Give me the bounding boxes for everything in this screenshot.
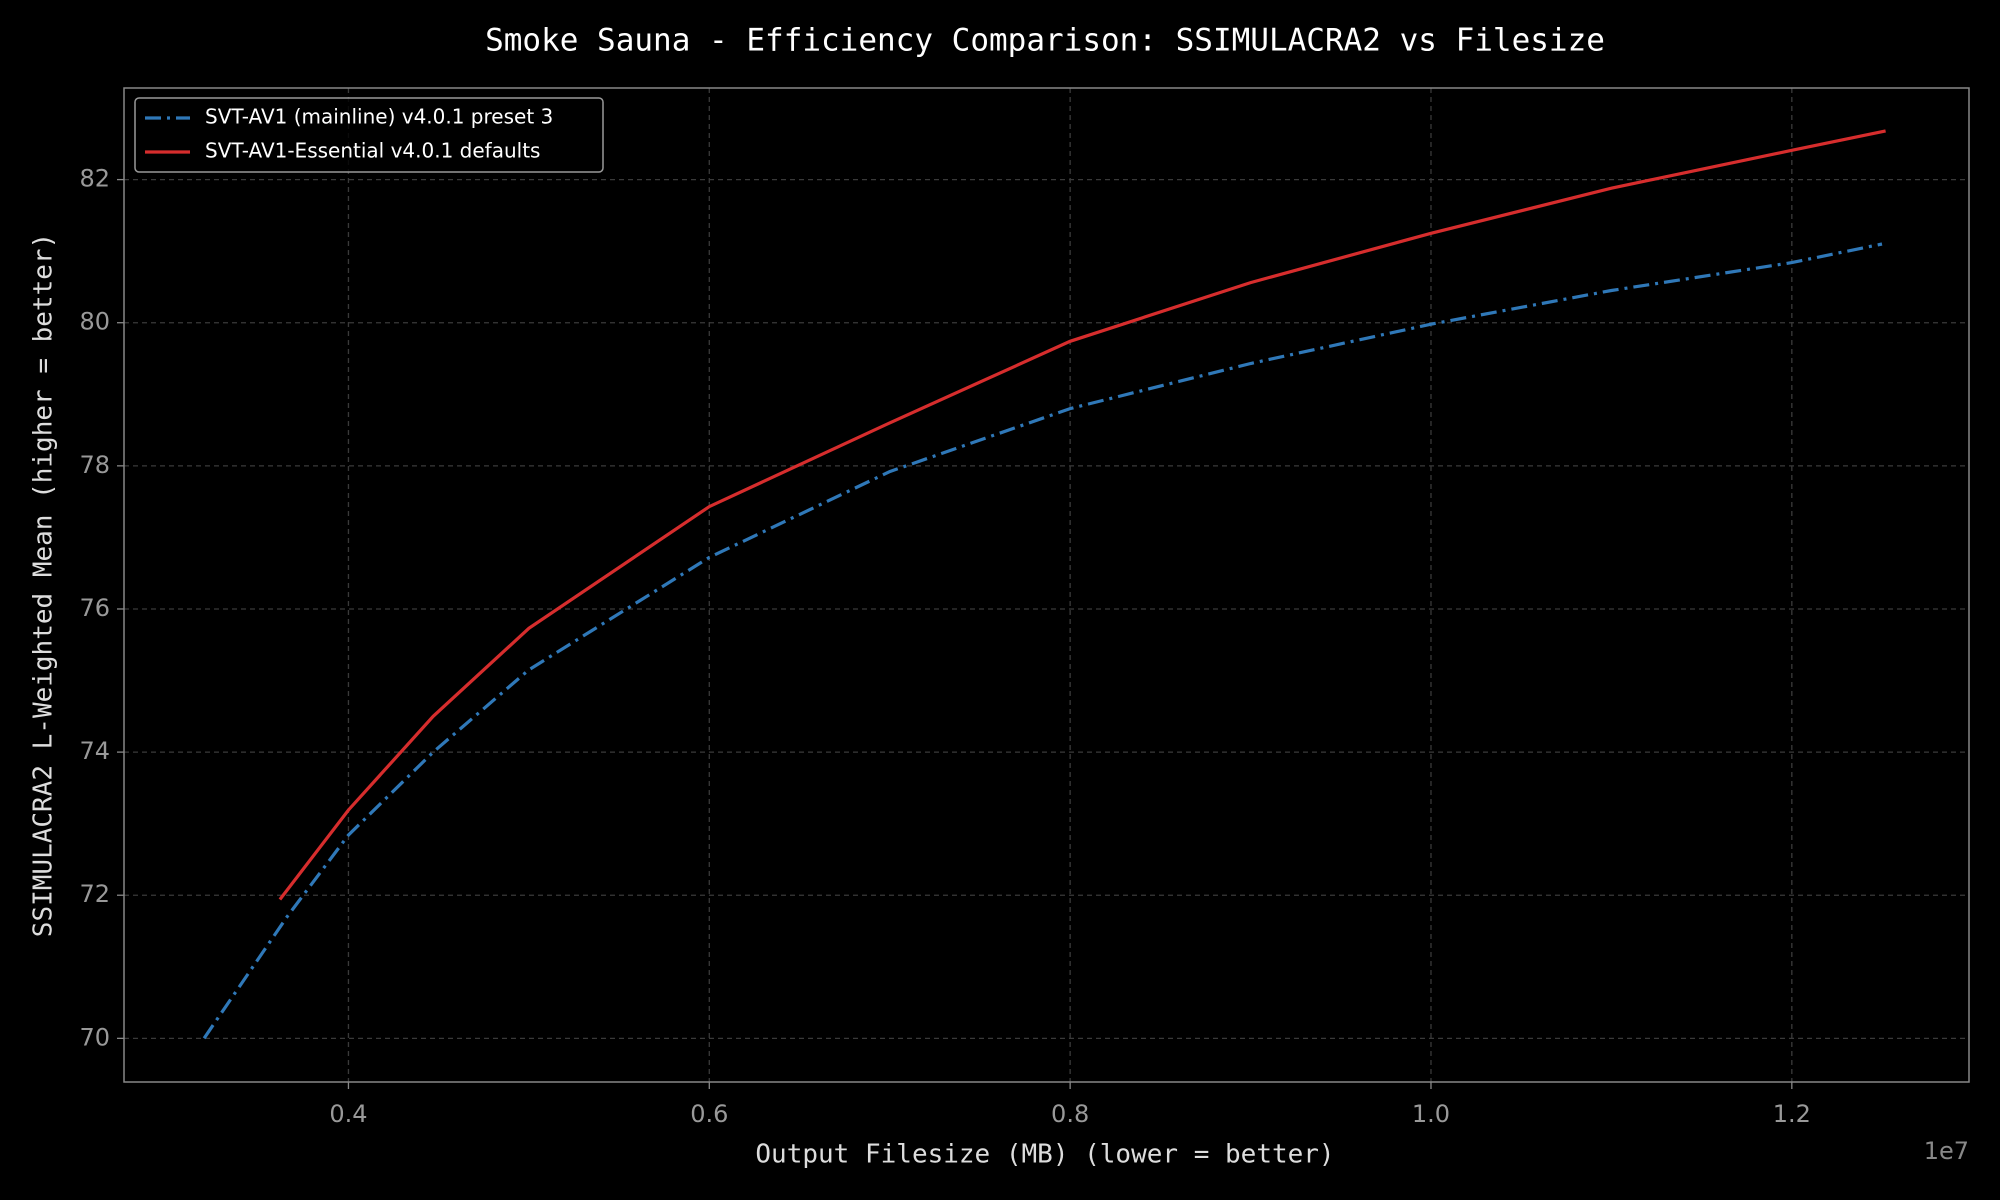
y-tick-label: 82 bbox=[79, 165, 110, 193]
x-tick-label: 1.2 bbox=[1773, 1100, 1811, 1128]
plot-frame bbox=[123, 87, 1970, 1083]
chart-title: Smoke Sauna - Efficiency Comparison: SSI… bbox=[485, 23, 1605, 59]
y-tick-label: 74 bbox=[79, 737, 110, 765]
y-tick-label: 76 bbox=[79, 594, 110, 622]
y-tick-label: 72 bbox=[79, 880, 110, 908]
y-tick-label: 80 bbox=[79, 308, 110, 336]
x-tick-label: 0.4 bbox=[329, 1100, 367, 1128]
legend-box bbox=[134, 97, 604, 173]
y-tick-label: 70 bbox=[79, 1023, 110, 1051]
y-axis-label: SSIMULACRA2 L-Weighted Mean (higher = be… bbox=[29, 233, 59, 937]
series-line bbox=[278, 129, 1886, 901]
x-offset-label: 1e7 bbox=[1924, 1137, 1969, 1165]
x-tick-label: 0.8 bbox=[1051, 1100, 1089, 1128]
legend-label: SVT-AV1 (mainline) v4.0.1 preset 3 bbox=[205, 105, 553, 129]
x-axis-label: Output Filesize (MB) (lower = better) bbox=[755, 1140, 1334, 1170]
x-tick-label: 0.6 bbox=[690, 1100, 728, 1128]
x-tick-label: 1.0 bbox=[1412, 1100, 1450, 1128]
y-tick-label: 78 bbox=[79, 451, 110, 479]
legend-label: SVT-AV1-Essential v4.0.1 defaults bbox=[205, 139, 540, 163]
series-line bbox=[202, 242, 1883, 1040]
